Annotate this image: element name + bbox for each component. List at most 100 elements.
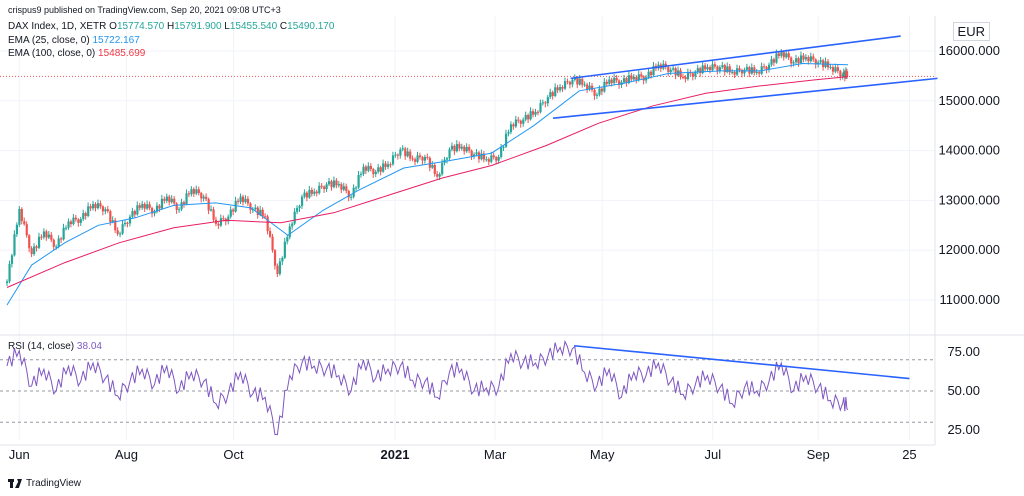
candle-body <box>200 192 203 199</box>
candle-body <box>384 163 387 167</box>
currency-button[interactable]: EUR <box>952 22 990 41</box>
candle-body <box>372 169 375 175</box>
candle-body <box>153 211 156 214</box>
candle-body <box>421 157 424 161</box>
candle-body <box>546 97 549 104</box>
candle-body <box>42 231 46 238</box>
candle-body <box>8 263 11 282</box>
candle-body <box>133 211 137 215</box>
candle-body <box>583 84 586 86</box>
candle-body <box>399 149 402 156</box>
ohlc-legend: DAX Index, 1D, XETR O15774.570 H15791.90… <box>8 21 334 32</box>
candle-body <box>391 155 395 165</box>
candle-body <box>79 219 82 223</box>
candle-body <box>104 209 107 212</box>
rsi-legend[interactable]: RSI (14, close) 38.04 <box>8 341 102 352</box>
candle-body <box>581 78 584 85</box>
candle-body <box>524 114 527 120</box>
candle-body <box>622 78 626 83</box>
candle-body <box>445 158 449 160</box>
candle-body <box>534 111 537 115</box>
ema100-legend[interactable]: EMA (100, close, 0) 15485.699 <box>8 48 145 59</box>
candle-body <box>795 58 798 63</box>
candle-body <box>323 186 326 189</box>
candle-body <box>60 238 63 240</box>
candle-body <box>332 180 336 188</box>
candle-body <box>20 209 23 222</box>
candle-body <box>748 67 751 74</box>
candle-body <box>259 209 262 215</box>
candle-body <box>423 156 427 161</box>
candle-body <box>249 203 252 210</box>
symbol-label[interactable]: DAX Index, 1D, XETR <box>8 21 107 32</box>
low-value: 15455.540 <box>229 21 278 32</box>
candle-body <box>141 204 144 208</box>
candle-body <box>131 211 134 217</box>
candle-body <box>266 216 269 232</box>
candle-body <box>261 209 264 217</box>
time-tick-label: Jul <box>704 447 721 462</box>
high-label: H <box>167 21 175 32</box>
candle-body <box>146 204 149 209</box>
candle-body <box>283 241 286 258</box>
candle-body <box>143 204 146 209</box>
candle-body <box>615 77 618 81</box>
close-value: 15490.170 <box>287 21 335 32</box>
candle-body <box>382 163 385 172</box>
candle-body <box>718 67 722 71</box>
candle-body <box>116 230 119 234</box>
rsi-tick-label: 50.00 <box>947 383 980 398</box>
candle-body <box>394 154 397 156</box>
candle-body <box>512 124 515 127</box>
candle-body <box>600 88 604 92</box>
tradingview-brand: TradingView <box>26 478 82 489</box>
candle-body <box>269 231 272 237</box>
candle-body <box>492 155 495 158</box>
candle-body <box>708 67 712 71</box>
candle-body <box>379 167 382 172</box>
candle-body <box>777 53 781 56</box>
price-tick-label: 13000.000 <box>939 192 1000 207</box>
candle-body <box>138 205 141 208</box>
candle-body <box>618 80 621 85</box>
candle-body <box>711 64 714 71</box>
candle-body <box>527 114 530 120</box>
candle-body <box>566 81 569 83</box>
candle-body <box>453 145 456 152</box>
candle-body <box>839 70 842 77</box>
candle-body <box>625 78 628 84</box>
ema25-legend[interactable]: EMA (25, close, 0) 15722.167 <box>8 35 140 46</box>
ema25-line <box>6 62 849 306</box>
candle-body <box>404 148 407 157</box>
candle-body <box>77 219 80 223</box>
tradingview-footer[interactable]: TradingView <box>8 478 81 489</box>
candle-body <box>731 72 734 74</box>
time-tick-label: 2021 <box>381 447 410 462</box>
candle-body <box>84 213 87 216</box>
candle-body <box>807 57 810 62</box>
candle-body <box>411 158 414 160</box>
candle-body <box>571 79 574 85</box>
candle-body <box>406 151 409 157</box>
candle-body <box>62 227 65 240</box>
candle-body <box>347 190 350 198</box>
candle-body <box>35 246 38 248</box>
tradingview-logo-icon <box>8 479 22 488</box>
candle-body <box>797 58 800 64</box>
ema25-label: EMA (25, close, 0) <box>8 35 90 46</box>
candle-body <box>15 224 19 235</box>
candle-body <box>281 257 284 262</box>
candle-body <box>303 192 306 197</box>
candle-body <box>608 79 611 84</box>
candle-body <box>163 198 166 201</box>
candle-body <box>158 205 161 209</box>
candle-body <box>431 164 434 168</box>
candle-body <box>539 103 542 113</box>
candle-body <box>229 209 232 217</box>
candle-body <box>701 65 704 74</box>
candle-body <box>10 255 14 264</box>
candle-body <box>785 53 788 58</box>
candle-body <box>743 69 746 74</box>
candle-body <box>529 111 532 120</box>
